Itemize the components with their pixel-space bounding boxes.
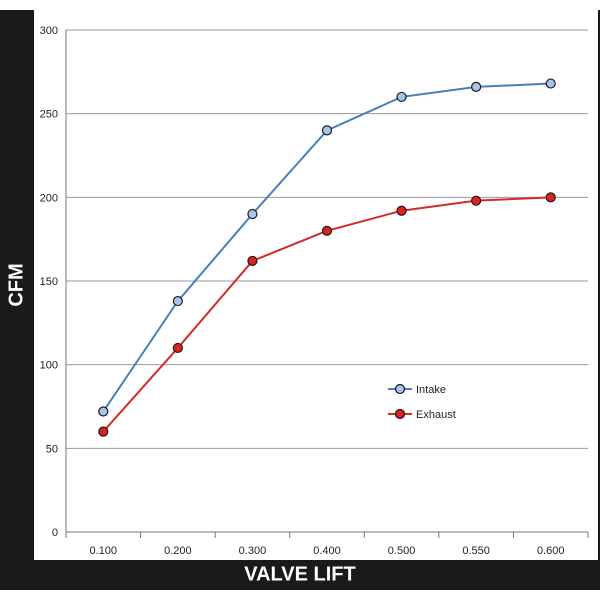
y-tick-label: 300 [40, 25, 58, 37]
data-point-exhaust [471, 195, 482, 206]
y-tick-label: 100 [40, 360, 58, 372]
x-tick-label: 0.500 [388, 545, 416, 557]
data-point-exhaust [98, 426, 109, 437]
y-axis-band [0, 10, 34, 560]
legend-marker-exhaust [394, 408, 406, 420]
frame-border [598, 10, 600, 560]
data-point-exhaust [545, 192, 556, 203]
data-point-intake [98, 406, 109, 417]
x-axis-title: VALVE LIFT [244, 563, 356, 586]
x-tick-label: 0.550 [462, 545, 490, 557]
data-point-intake [172, 295, 183, 307]
x-tick-label: 0.600 [537, 545, 565, 557]
legend-label-intake: Intake [416, 384, 446, 396]
data-point-exhaust [321, 225, 333, 236]
data-point-intake [247, 208, 258, 220]
legend-marker-intake [394, 383, 406, 395]
y-tick-label: 0 [52, 527, 58, 539]
data-point-exhaust [247, 255, 258, 267]
y-tick-label: 250 [40, 109, 58, 121]
y-tick-label: 50 [46, 443, 58, 455]
x-tick-label: 0.400 [313, 545, 341, 557]
legend-label-exhaust: Exhaust [416, 409, 456, 421]
data-point-intake [396, 91, 407, 103]
data-point-exhaust [396, 205, 407, 216]
x-tick-label: 0.100 [90, 545, 118, 557]
y-tick-label: 150 [40, 276, 58, 288]
x-tick-label: 0.200 [164, 545, 192, 557]
data-point-intake [321, 125, 333, 136]
data-point-intake [471, 81, 482, 92]
y-tick-label: 200 [40, 192, 58, 204]
data-point-exhaust [172, 342, 183, 354]
x-tick-label: 0.300 [239, 545, 267, 557]
data-point-intake [545, 78, 556, 89]
x-axis-band [0, 560, 600, 590]
